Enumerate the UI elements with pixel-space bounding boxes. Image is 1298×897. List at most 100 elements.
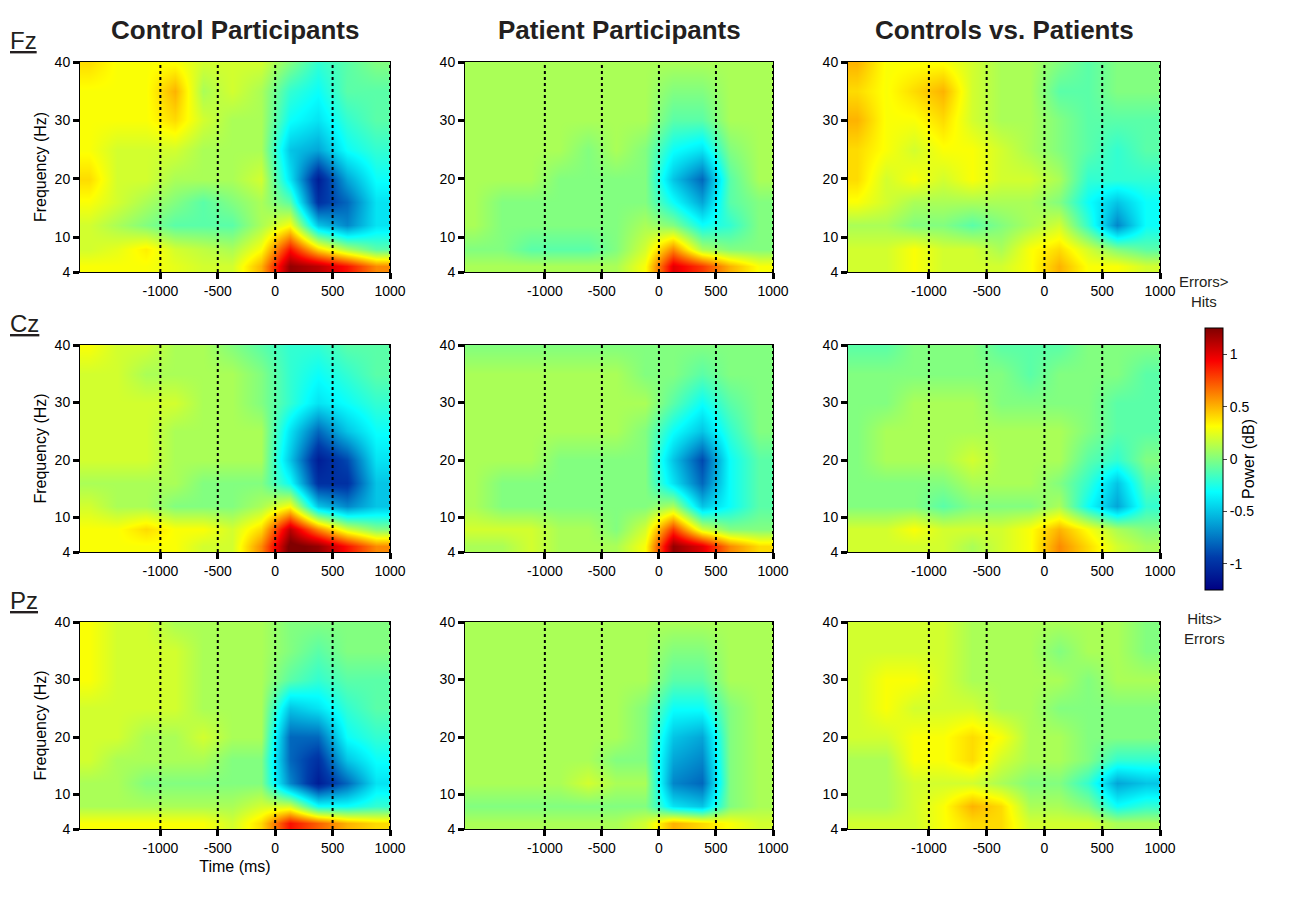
svg-text:30: 30 xyxy=(823,671,839,687)
svg-text:-500: -500 xyxy=(204,563,232,579)
svg-text:20: 20 xyxy=(440,729,456,745)
svg-text:4: 4 xyxy=(830,821,838,837)
svg-text:Frequency (Hz): Frequency (Hz) xyxy=(32,670,49,780)
svg-text:40: 40 xyxy=(823,54,839,70)
svg-text:30: 30 xyxy=(440,671,456,687)
svg-text:4: 4 xyxy=(830,544,838,560)
svg-text:-500: -500 xyxy=(204,840,232,856)
svg-text:0: 0 xyxy=(655,563,663,579)
svg-text:Controls vs. Patients: Controls vs. Patients xyxy=(875,15,1134,45)
svg-text:1000: 1000 xyxy=(374,840,405,856)
svg-text:20: 20 xyxy=(55,452,71,468)
svg-text:0: 0 xyxy=(271,283,279,299)
svg-text:0: 0 xyxy=(1041,840,1049,856)
svg-text:30: 30 xyxy=(55,394,71,410)
svg-text:1: 1 xyxy=(1230,346,1238,362)
svg-text:30: 30 xyxy=(55,112,71,128)
svg-text:40: 40 xyxy=(55,614,71,630)
svg-text:30: 30 xyxy=(823,112,839,128)
svg-text:30: 30 xyxy=(55,671,71,687)
svg-text:1000: 1000 xyxy=(1144,563,1175,579)
svg-text:500: 500 xyxy=(704,563,728,579)
svg-text:0: 0 xyxy=(655,283,663,299)
svg-text:-1000: -1000 xyxy=(527,283,563,299)
svg-text:1000: 1000 xyxy=(1144,283,1175,299)
svg-text:-1000: -1000 xyxy=(911,840,947,856)
svg-text:40: 40 xyxy=(440,614,456,630)
svg-text:Errors>Hits: Errors>Hits xyxy=(1179,273,1229,310)
svg-text:-500: -500 xyxy=(588,840,616,856)
svg-text:-1: -1 xyxy=(1230,556,1243,572)
svg-text:10: 10 xyxy=(823,509,839,525)
svg-text:40: 40 xyxy=(440,337,456,353)
svg-text:-500: -500 xyxy=(204,283,232,299)
svg-text:Cz: Cz xyxy=(10,310,39,337)
svg-text:20: 20 xyxy=(55,171,71,187)
svg-text:40: 40 xyxy=(440,54,456,70)
svg-text:-1000: -1000 xyxy=(142,840,178,856)
svg-text:20: 20 xyxy=(440,452,456,468)
svg-text:Power (dB): Power (dB) xyxy=(1240,419,1257,499)
svg-text:20: 20 xyxy=(823,452,839,468)
svg-text:-500: -500 xyxy=(973,283,1001,299)
svg-text:Hits>Errors: Hits>Errors xyxy=(1184,610,1225,647)
svg-text:20: 20 xyxy=(55,729,71,745)
svg-text:Fz: Fz xyxy=(10,27,37,54)
svg-text:0: 0 xyxy=(271,840,279,856)
svg-text:500: 500 xyxy=(704,840,728,856)
svg-text:-1000: -1000 xyxy=(142,283,178,299)
svg-text:-500: -500 xyxy=(588,283,616,299)
svg-text:40: 40 xyxy=(823,614,839,630)
svg-text:20: 20 xyxy=(440,171,456,187)
svg-text:500: 500 xyxy=(321,840,345,856)
svg-text:4: 4 xyxy=(447,821,455,837)
svg-text:1000: 1000 xyxy=(757,840,788,856)
svg-text:10: 10 xyxy=(823,786,839,802)
svg-text:0: 0 xyxy=(1041,283,1049,299)
svg-text:-500: -500 xyxy=(973,840,1001,856)
svg-text:Frequency (Hz): Frequency (Hz) xyxy=(32,112,49,222)
svg-text:Frequency (Hz): Frequency (Hz) xyxy=(32,393,49,503)
svg-text:20: 20 xyxy=(823,171,839,187)
svg-text:40: 40 xyxy=(55,54,71,70)
svg-text:10: 10 xyxy=(823,229,839,245)
svg-text:500: 500 xyxy=(321,283,345,299)
svg-text:1000: 1000 xyxy=(1144,840,1175,856)
svg-text:4: 4 xyxy=(447,544,455,560)
svg-text:0: 0 xyxy=(1230,451,1238,467)
svg-text:-1000: -1000 xyxy=(527,840,563,856)
svg-text:1000: 1000 xyxy=(374,283,405,299)
svg-text:30: 30 xyxy=(823,394,839,410)
svg-text:10: 10 xyxy=(440,786,456,802)
svg-text:10: 10 xyxy=(440,229,456,245)
svg-text:1000: 1000 xyxy=(757,563,788,579)
svg-text:-0.5: -0.5 xyxy=(1230,503,1254,519)
svg-text:1000: 1000 xyxy=(374,563,405,579)
svg-text:1000: 1000 xyxy=(757,283,788,299)
svg-text:500: 500 xyxy=(704,283,728,299)
svg-text:0: 0 xyxy=(271,563,279,579)
svg-text:20: 20 xyxy=(823,729,839,745)
svg-text:Pz: Pz xyxy=(10,587,38,614)
svg-text:10: 10 xyxy=(55,509,71,525)
svg-text:4: 4 xyxy=(447,264,455,280)
svg-text:4: 4 xyxy=(62,264,70,280)
svg-text:0.5: 0.5 xyxy=(1230,399,1250,415)
svg-text:Control Participants: Control Participants xyxy=(111,15,359,45)
svg-text:4: 4 xyxy=(62,821,70,837)
svg-text:0: 0 xyxy=(1041,563,1049,579)
svg-text:40: 40 xyxy=(823,337,839,353)
svg-text:-500: -500 xyxy=(588,563,616,579)
svg-text:4: 4 xyxy=(830,264,838,280)
svg-text:500: 500 xyxy=(1091,283,1115,299)
svg-text:30: 30 xyxy=(440,394,456,410)
svg-text:-500: -500 xyxy=(973,563,1001,579)
svg-text:500: 500 xyxy=(321,563,345,579)
svg-text:40: 40 xyxy=(55,337,71,353)
svg-text:-1000: -1000 xyxy=(911,283,947,299)
svg-text:-1000: -1000 xyxy=(911,563,947,579)
svg-text:4: 4 xyxy=(62,544,70,560)
svg-text:Patient Participants: Patient Participants xyxy=(498,15,741,45)
svg-text:10: 10 xyxy=(55,229,71,245)
svg-text:-1000: -1000 xyxy=(527,563,563,579)
